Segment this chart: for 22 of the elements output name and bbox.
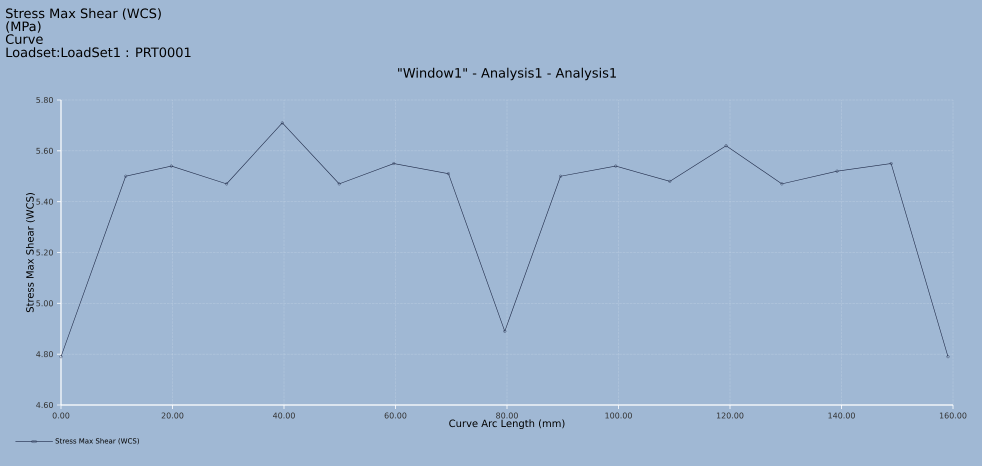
y-axis-title: Stress Max Shear (WCS) — [26, 193, 35, 312]
point — [668, 180, 672, 183]
point — [724, 144, 728, 148]
point — [225, 182, 228, 186]
x-axis-title: Curve Arc Length (mm) — [449, 419, 564, 430]
text: Curve — [6, 34, 43, 44]
point — [392, 162, 396, 166]
point — [446, 172, 450, 176]
chart-title: "Window1" - Analysis1 - Analysis1 — [398, 68, 616, 80]
point — [338, 182, 341, 186]
point — [280, 121, 284, 124]
text: Loadset:LoadSet1 : PRT0001 — [6, 47, 191, 58]
point — [780, 182, 784, 186]
point — [170, 164, 173, 168]
point — [836, 170, 839, 173]
point — [124, 174, 128, 178]
text: Stress Max Shear (WCS) — [6, 8, 161, 20]
point — [890, 162, 893, 166]
point — [614, 164, 618, 168]
point — [559, 174, 562, 178]
text: (MPa) — [6, 21, 41, 33]
point — [503, 330, 506, 333]
